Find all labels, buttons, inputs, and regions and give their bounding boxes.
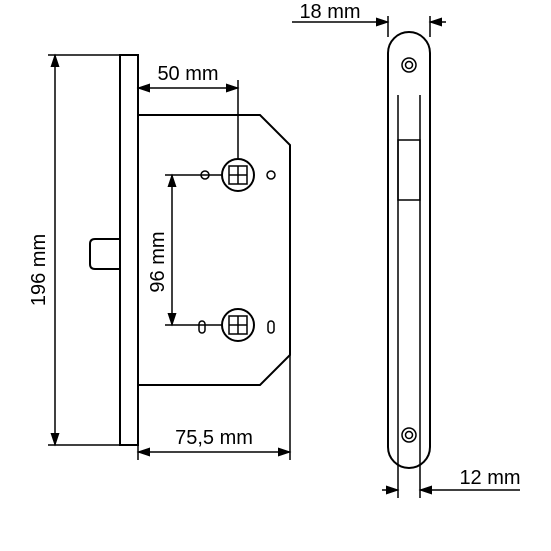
svg-text:196 mm: 196 mm bbox=[28, 234, 50, 306]
dim-18mm: 18 mm bbox=[292, 1, 446, 37]
svg-text:96 mm: 96 mm bbox=[147, 231, 169, 292]
dim-12mm: 12 mm bbox=[382, 405, 521, 498]
dim-50mm: 50 mm bbox=[138, 63, 238, 159]
svg-text:75,5 mm: 75,5 mm bbox=[175, 427, 253, 449]
lock-dimension-diagram: 196 mm 50 mm 96 mm 75,5 mm 18 mm 12 bbox=[0, 0, 551, 551]
svg-text:12 mm: 12 mm bbox=[459, 467, 520, 489]
lock-body bbox=[90, 55, 290, 445]
dim-75-5mm: 75,5 mm bbox=[138, 355, 290, 460]
dim-96mm: 96 mm bbox=[147, 175, 222, 325]
forend-plate bbox=[120, 55, 138, 445]
latch-bolt bbox=[90, 239, 120, 269]
svg-text:50 mm: 50 mm bbox=[157, 63, 218, 85]
strike-plate bbox=[388, 32, 430, 468]
dim-196mm: 196 mm bbox=[28, 55, 120, 445]
svg-text:18 mm: 18 mm bbox=[299, 1, 360, 23]
